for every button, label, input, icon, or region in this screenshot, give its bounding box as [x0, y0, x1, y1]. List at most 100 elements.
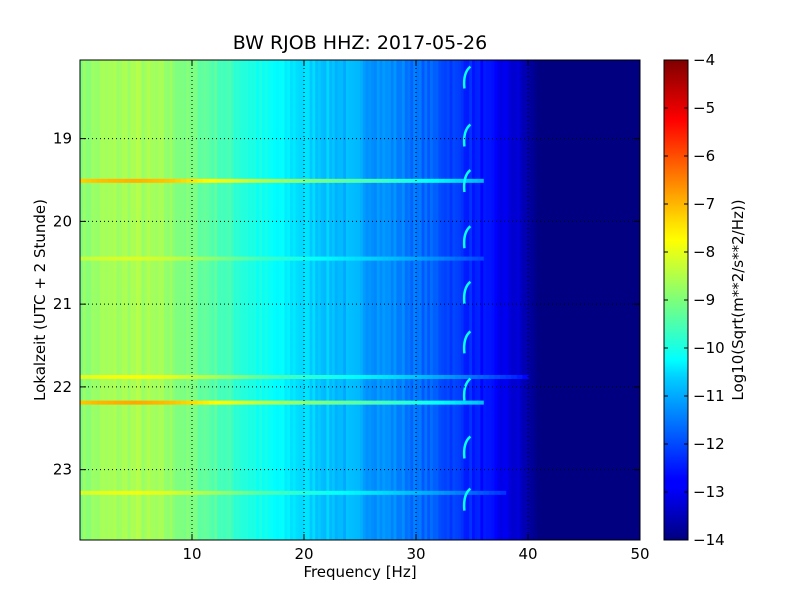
heatmap-band [85, 490, 92, 495]
heatmap-band [248, 178, 255, 183]
heatmap-band [96, 490, 103, 495]
heatmap-column [505, 60, 509, 540]
heatmap-column [351, 60, 355, 540]
heatmap-band [124, 490, 131, 495]
heatmap-column [586, 60, 591, 540]
heatmap-column [152, 60, 157, 540]
heatmap-band [253, 490, 260, 495]
heatmap-column [525, 60, 529, 540]
heatmap-band [113, 400, 120, 405]
heatmap-column [404, 60, 409, 540]
heatmap-column [326, 60, 330, 540]
heatmap-column [623, 60, 627, 540]
heatmap-band [130, 490, 137, 495]
heatmap-column [130, 60, 134, 540]
heatmap-column [516, 60, 521, 540]
heatmap-column [402, 60, 406, 540]
heatmap-column [556, 60, 560, 540]
heatmap-column [418, 60, 423, 540]
heatmap-band [483, 490, 490, 495]
heatmap-band [236, 178, 243, 183]
heatmap-column [175, 60, 179, 540]
heatmap-column [416, 60, 420, 540]
heatmap-column [270, 60, 274, 540]
heatmap-band [281, 178, 288, 183]
colorbar-label: Log10(Sqrt(m**2/s**2/Hz)) [729, 199, 747, 400]
heatmap-band [416, 490, 423, 495]
heatmap-band [337, 400, 344, 405]
heatmap-column [231, 60, 235, 540]
heatmap-column [273, 60, 277, 540]
heatmap-band [253, 400, 260, 405]
heatmap-band [382, 490, 389, 495]
heatmap-band [276, 400, 283, 405]
heatmap-band [427, 400, 434, 405]
heatmap-band [180, 400, 187, 405]
heatmap-band [80, 374, 87, 379]
heatmap-band [208, 490, 215, 495]
heatmap-band [225, 256, 232, 261]
heatmap-band [399, 178, 406, 183]
heatmap-column [292, 60, 297, 540]
heatmap-band [180, 374, 187, 379]
heatmap-band [332, 400, 339, 405]
heatmap-band [96, 178, 103, 183]
heatmap-column [105, 60, 109, 540]
heatmap-columns [80, 60, 640, 540]
heatmap-band [225, 400, 232, 405]
heatmap-band [416, 178, 423, 183]
heatmap-band [96, 374, 103, 379]
heatmap-band [147, 400, 154, 405]
heatmap-band [270, 490, 277, 495]
heatmap-column [211, 60, 215, 540]
heatmap-column [354, 60, 358, 540]
heatmap-band [421, 400, 428, 405]
heatmap-column [262, 60, 266, 540]
heatmap-band [248, 374, 255, 379]
heatmap-band [169, 256, 176, 261]
heatmap-band [158, 256, 165, 261]
heatmap-column [225, 60, 229, 540]
heatmap-column [278, 60, 283, 540]
heatmap-band [197, 256, 204, 261]
heatmap-column [511, 60, 515, 540]
heatmap-column [318, 60, 322, 540]
heatmap-band [315, 256, 322, 261]
heatmap-band [197, 178, 204, 183]
heatmap-band [259, 178, 266, 183]
heatmap-band [421, 374, 428, 379]
heatmap-column [578, 60, 582, 540]
heatmap-column [430, 60, 434, 540]
heatmap-band [449, 256, 456, 261]
heatmap-band [281, 374, 288, 379]
heatmap-band [320, 490, 327, 495]
heatmap-band [337, 374, 344, 379]
heatmap-band [270, 400, 277, 405]
heatmap-band [91, 400, 98, 405]
heatmap-band [298, 490, 305, 495]
heatmap-band [113, 374, 120, 379]
heatmap-band [337, 490, 344, 495]
heatmap-column [234, 60, 238, 540]
heatmap-band [91, 256, 98, 261]
heatmap-column [301, 60, 305, 540]
heatmap-band [141, 178, 148, 183]
heatmap-band [500, 490, 507, 495]
y-tick-label: 21 [53, 295, 72, 313]
heatmap-band [460, 256, 467, 261]
heatmap-column [315, 60, 319, 540]
heatmap-column [458, 60, 462, 540]
heatmap-band [449, 400, 456, 405]
heatmap-column [603, 60, 607, 540]
heatmap-band [119, 178, 126, 183]
heatmap-column [284, 60, 288, 540]
heatmap-band [231, 256, 238, 261]
heatmap-band [354, 490, 361, 495]
heatmap-band [281, 256, 288, 261]
heatmap-band [276, 256, 283, 261]
heatmap-band [281, 400, 288, 405]
heatmap-band [203, 374, 210, 379]
heatmap-band [220, 256, 227, 261]
heatmap-band [421, 256, 428, 261]
heatmap-band [421, 178, 428, 183]
